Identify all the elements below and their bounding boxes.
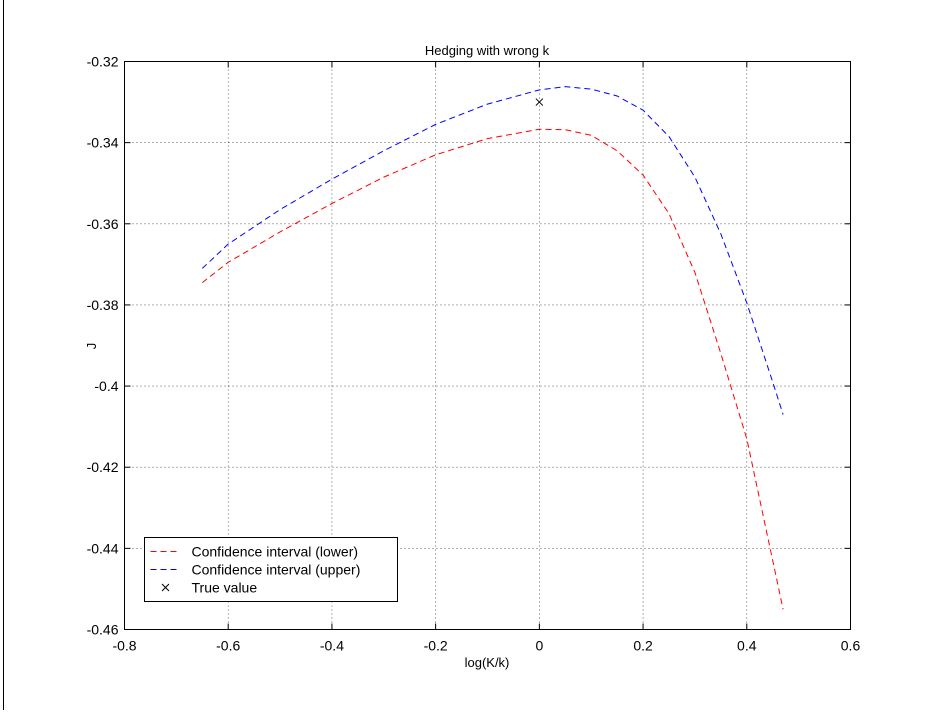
- x-tick-label: 0.4: [737, 638, 757, 654]
- legend-box: [144, 537, 398, 602]
- y-tick-label: -0.32: [87, 54, 119, 70]
- y-tick-label: -0.44: [87, 540, 119, 556]
- y-tick-label: -0.36: [87, 216, 119, 232]
- y-tick-label: -0.4: [94, 378, 118, 394]
- chart-title: Hedging with wrong k: [425, 43, 550, 58]
- legend-label: True value: [192, 580, 258, 596]
- grid: [124, 61, 851, 630]
- x-tick-label: 0.6: [841, 638, 861, 654]
- legend-label: Confidence interval (lower): [192, 544, 359, 560]
- y-tick-label: -0.38: [87, 297, 119, 313]
- x-tick-label: -0.4: [320, 638, 344, 654]
- true-value-marker: [535, 98, 544, 106]
- axis-ticks: -0.8 -0.6 -0.4 -0.2 0 0.2 0.4 0.6 -0.32 -0.34 -0.3…: [87, 54, 861, 654]
- legend: Confidence interval (lower) Confidence in…: [144, 537, 398, 602]
- series-line-upper: [201, 86, 784, 415]
- x-tick-label: -0.2: [424, 638, 448, 654]
- y-tick-label: -0.34: [87, 135, 119, 151]
- y-axis-label: J: [84, 343, 99, 350]
- y-tick-label: -0.42: [87, 459, 119, 475]
- series-layer: [201, 86, 784, 610]
- series-line-lower: [201, 128, 784, 610]
- legend-swatch-true-value: [161, 583, 170, 592]
- x-tick-label: -0.8: [112, 638, 136, 654]
- x-tick-label: 0.2: [633, 638, 653, 654]
- x-tick-label: -0.6: [216, 638, 240, 654]
- plot-area-frame: [124, 61, 851, 630]
- legend-label: Confidence interval (upper): [192, 562, 361, 578]
- x-tick-label: 0: [535, 638, 543, 654]
- y-tick-label: -0.46: [87, 622, 119, 638]
- x-axis-label: log(K/k): [465, 655, 510, 670]
